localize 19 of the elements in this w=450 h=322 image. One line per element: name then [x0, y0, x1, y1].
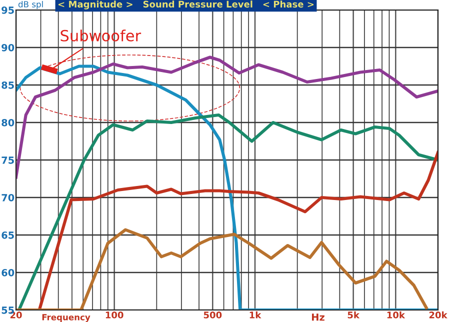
x-tick-label: 500	[204, 312, 222, 318]
y-tick-label: 80	[2, 118, 14, 126]
y-tick-label: 55	[2, 306, 14, 314]
y-tick-label: 70	[2, 194, 14, 202]
x-tick-label: 1k	[250, 311, 262, 318]
y-tick-label: 65	[2, 231, 14, 239]
x-tick-label: 10k	[387, 311, 406, 318]
chart-title: < Magnitude > Sound Pressure Level < Phase >	[58, 0, 314, 10]
y-tick-label: 85	[2, 81, 14, 89]
y-tick-label: 75	[2, 156, 14, 164]
x-tick-label: 100	[106, 312, 124, 318]
y-tick-label: 90	[2, 44, 14, 52]
y-tick-label: 60	[2, 268, 14, 276]
x-axis-title: Frequency	[42, 314, 90, 322]
text: Hz	[312, 314, 324, 321]
x-tick-label: 5k	[348, 311, 360, 318]
y-axis-title: dB spl	[18, 0, 43, 10]
y-tick-label: 95	[2, 6, 14, 14]
x-tick-label: 20k	[429, 311, 448, 318]
